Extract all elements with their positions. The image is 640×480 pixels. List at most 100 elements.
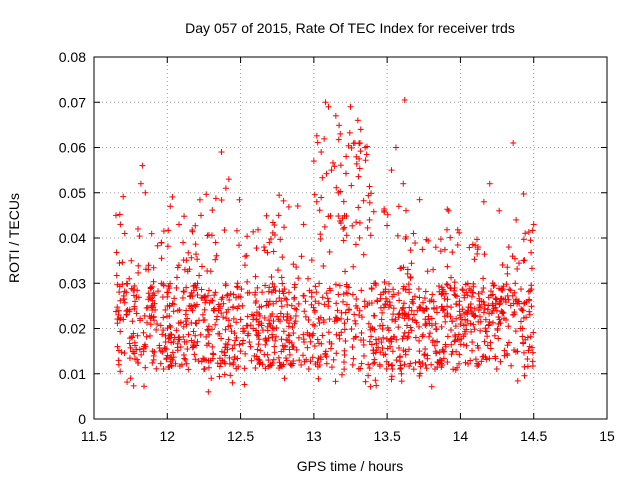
data-point [321, 301, 328, 308]
data-point [437, 248, 444, 255]
data-point [182, 311, 189, 318]
data-point [155, 288, 162, 295]
data-point [133, 346, 140, 353]
data-point [401, 300, 408, 307]
data-point [511, 289, 518, 296]
data-point [302, 313, 309, 320]
data-point [405, 281, 412, 288]
data-point [335, 291, 342, 298]
data-point [504, 264, 511, 271]
data-point [419, 246, 426, 253]
data-point [316, 207, 323, 214]
data-point [464, 317, 471, 324]
data-point [197, 212, 204, 219]
data-point [379, 309, 386, 316]
data-point [393, 357, 400, 364]
data-point [440, 348, 447, 355]
data-point [306, 331, 313, 338]
data-point [275, 267, 282, 274]
data-point [213, 252, 220, 259]
data-point [444, 263, 451, 270]
data-point [253, 331, 260, 338]
data-point [248, 357, 255, 364]
data-point [366, 183, 373, 190]
data-point [141, 312, 148, 319]
data-point [253, 245, 260, 252]
data-point [137, 180, 144, 187]
data-point [129, 348, 136, 355]
data-point [135, 262, 142, 269]
data-point [407, 247, 414, 254]
data-point [210, 351, 217, 358]
data-point [385, 288, 392, 295]
y-tick-label: 0.08 [59, 49, 86, 65]
data-point [196, 272, 203, 279]
data-point [423, 236, 430, 243]
data-point [162, 338, 169, 345]
axis-ticks [93, 56, 608, 420]
data-point [458, 316, 465, 323]
data-point [441, 313, 448, 320]
data-point [180, 288, 187, 295]
data-point [397, 362, 404, 369]
data-point [405, 333, 412, 340]
data-point [180, 239, 187, 246]
x-tick-label: 12 [159, 428, 175, 444]
data-point [275, 212, 282, 219]
data-point [165, 335, 172, 342]
data-point [156, 342, 163, 349]
data-point [349, 222, 356, 229]
data-point [495, 314, 502, 321]
data-point [300, 352, 307, 359]
data-point [251, 291, 258, 298]
data-point [212, 321, 219, 328]
data-point [195, 358, 202, 365]
data-point [495, 335, 502, 342]
data-point [371, 326, 378, 333]
data-point [511, 255, 518, 262]
data-point [468, 328, 475, 335]
data-point [371, 280, 378, 287]
data-point [522, 230, 529, 237]
data-point [428, 383, 435, 390]
data-point [192, 332, 199, 339]
data-point [169, 349, 176, 356]
data-point [164, 243, 171, 250]
data-point [378, 339, 385, 346]
data-point [416, 196, 423, 203]
data-point [443, 226, 450, 233]
data-point [291, 294, 298, 301]
y-tick-label: 0.04 [59, 230, 86, 246]
data-point [448, 327, 455, 334]
data-point [149, 283, 156, 290]
data-point [264, 249, 271, 256]
data-point [148, 230, 155, 237]
data-point [429, 291, 436, 298]
data-point [183, 257, 190, 264]
data-point [231, 342, 238, 349]
data-point [239, 302, 246, 309]
data-point [174, 340, 181, 347]
data-point [238, 286, 245, 293]
data-point [269, 219, 276, 226]
data-point [455, 360, 462, 367]
data-point [222, 340, 229, 347]
data-point [406, 304, 413, 311]
data-point [164, 325, 171, 332]
data-point [413, 319, 420, 326]
data-point [120, 193, 127, 200]
data-point [298, 253, 305, 260]
data-point [339, 215, 346, 222]
data-point [272, 333, 279, 340]
data-point [505, 323, 512, 330]
data-point [261, 244, 268, 251]
data-point [284, 301, 291, 308]
data-point [183, 360, 190, 367]
data-point [177, 343, 184, 350]
data-point [315, 300, 322, 307]
data-point [317, 235, 324, 242]
data-point [150, 278, 157, 285]
data-point [526, 311, 533, 318]
data-point [117, 328, 124, 335]
